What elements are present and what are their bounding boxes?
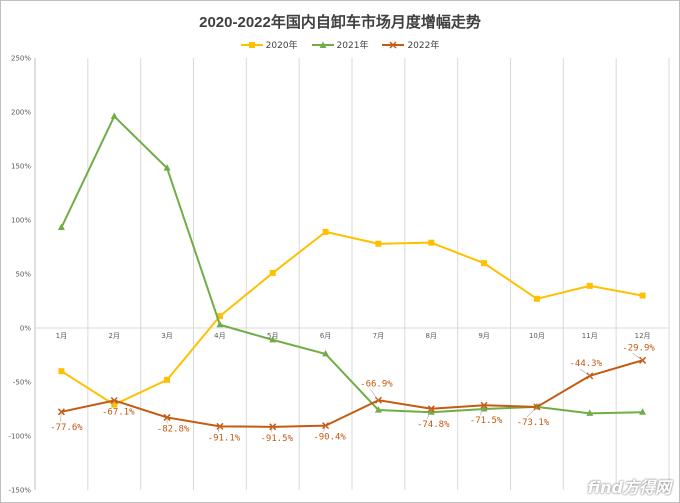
data-point xyxy=(428,239,435,246)
x-tick-label: 1月 xyxy=(56,332,67,340)
data-point xyxy=(533,295,540,302)
data-label-leader xyxy=(270,426,274,433)
data-label-leader xyxy=(111,400,115,407)
data-point xyxy=(586,282,593,289)
data-label: -91.1% xyxy=(208,433,241,443)
data-point xyxy=(110,112,118,119)
legend-label-2022: 2022年 xyxy=(407,41,440,51)
x-tick-label: 11月 xyxy=(582,332,598,340)
data-point xyxy=(639,292,646,299)
x-tick-label: 10月 xyxy=(529,332,545,340)
watermark-logo: find方得网 xyxy=(587,478,671,497)
data-label-leader xyxy=(370,389,379,401)
data-point xyxy=(57,223,65,231)
series-line-2020年 xyxy=(60,230,643,406)
data-label: -82.8% xyxy=(157,424,190,434)
data-point xyxy=(216,313,223,320)
series-line-2021年 xyxy=(60,115,643,415)
y-tick-label: 200% xyxy=(11,109,31,117)
y-tick-label: 250% xyxy=(11,55,31,63)
data-label: -66.9% xyxy=(360,379,393,389)
data-label-leader xyxy=(60,411,62,422)
x-tick-label: 7月 xyxy=(373,332,384,340)
legend-label-2021: 2021年 xyxy=(336,41,369,51)
data-point xyxy=(163,164,171,171)
y-tick-label: 100% xyxy=(11,217,31,225)
data-point xyxy=(322,349,330,357)
legend-label-2020: 2020年 xyxy=(265,41,298,51)
data-label: -71.5% xyxy=(470,416,503,426)
data-point xyxy=(375,240,382,247)
data-point xyxy=(481,260,488,267)
data-label-leader xyxy=(479,405,485,416)
data-label-leader xyxy=(632,353,643,361)
data-point xyxy=(164,376,171,383)
y-tick-label: -150% xyxy=(8,487,31,495)
data-point xyxy=(57,408,65,416)
data-label: -74.8% xyxy=(417,420,450,430)
data-label: -44.3% xyxy=(569,359,602,369)
series-line-2022年 xyxy=(61,359,643,428)
data-point xyxy=(586,409,594,416)
x-tick-label: 4月 xyxy=(214,332,225,340)
data-label-leader xyxy=(526,406,538,418)
data-point xyxy=(216,320,224,328)
data-point xyxy=(111,401,118,408)
data-point xyxy=(374,406,382,413)
data-label: -91.5% xyxy=(260,434,293,444)
data-label: -77.6% xyxy=(50,423,83,433)
legend-swatch-2020 xyxy=(240,41,263,49)
x-tick-label: 2月 xyxy=(109,332,120,340)
y-tick-label: -50% xyxy=(13,379,31,387)
legend-swatch-2022 xyxy=(382,40,405,49)
chart-title: 2020-2022年国内自卸车市场月度增幅走势 xyxy=(199,14,481,31)
y-tick-label: -100% xyxy=(8,433,31,441)
data-point xyxy=(58,368,65,375)
data-label: -73.1% xyxy=(517,418,550,428)
data-point xyxy=(322,228,329,235)
data-point xyxy=(374,396,382,404)
x-tick-label: 12月 xyxy=(635,332,651,340)
y-tick-label: 150% xyxy=(11,163,31,171)
y-tick-label: 0% xyxy=(20,325,31,333)
x-tick-label: 9月 xyxy=(478,332,489,340)
data-label: -29.9% xyxy=(622,343,655,353)
data-label-leader xyxy=(426,408,432,419)
data-label-leader xyxy=(323,425,326,432)
data-point xyxy=(269,269,276,276)
data-point xyxy=(216,422,224,430)
data-point xyxy=(639,408,647,415)
chart-legend: 2020年 2021年 2022年 xyxy=(1,38,679,51)
data-label: -67.1% xyxy=(102,407,135,417)
legend-item-2022: 2022年 xyxy=(382,38,439,51)
data-point xyxy=(269,335,277,343)
x-tick-label: 6月 xyxy=(320,332,331,340)
data-label-leader xyxy=(579,368,590,377)
x-tick-label: 8月 xyxy=(426,332,437,340)
legend-item-2020: 2020年 xyxy=(240,38,298,51)
legend-swatch-2021 xyxy=(311,41,334,49)
data-label: -90.4% xyxy=(313,433,346,443)
y-tick-label: 50% xyxy=(15,271,31,279)
x-tick-label: 3月 xyxy=(161,332,172,340)
legend-item-2021: 2021年 xyxy=(311,38,369,51)
data-label-leader xyxy=(217,426,221,433)
